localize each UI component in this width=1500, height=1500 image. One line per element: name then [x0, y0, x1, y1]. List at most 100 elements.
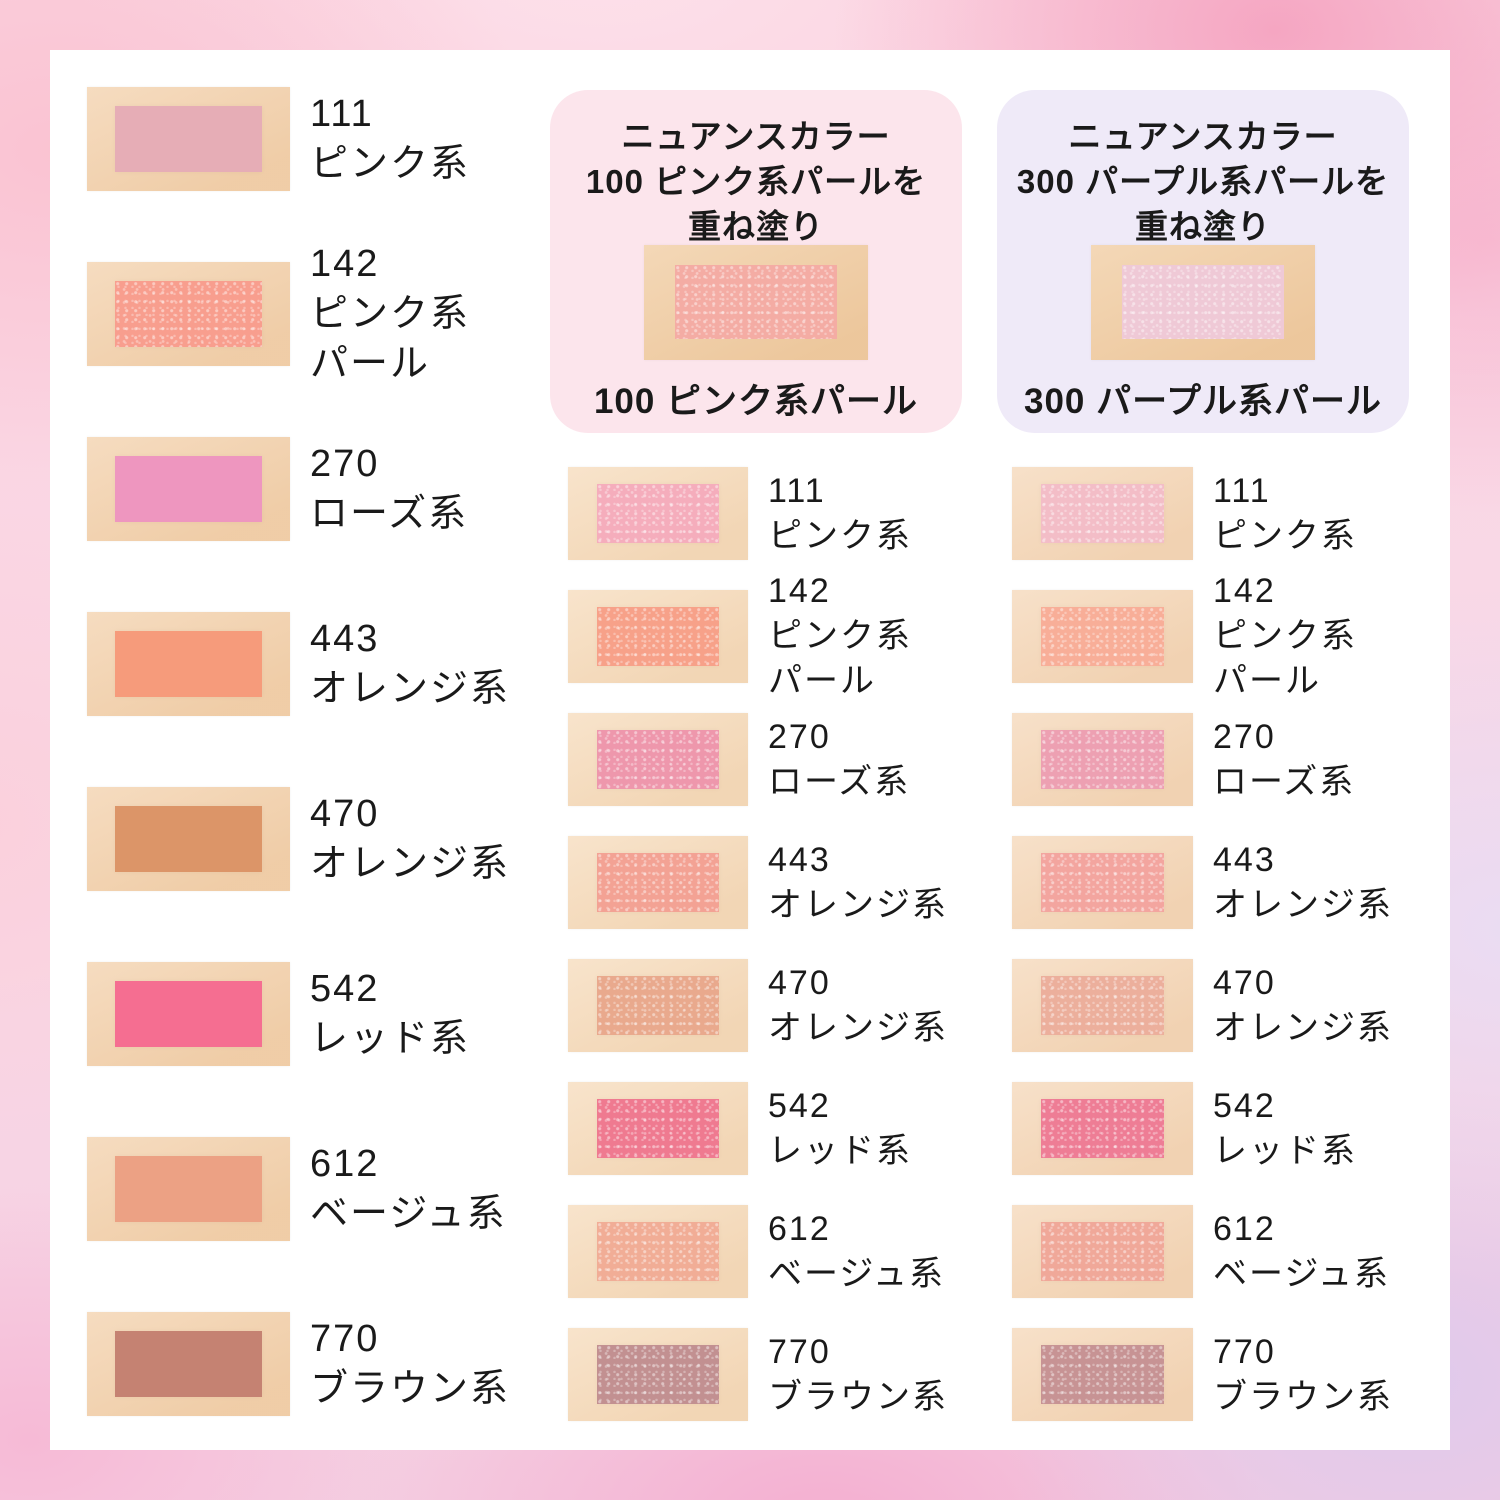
shade-label: 111 ピンク系 [768, 467, 912, 560]
shade-number: 443 [310, 618, 380, 660]
shade-number: 270 [768, 717, 831, 756]
shade-number: 770 [310, 1318, 380, 1360]
skin-tile [568, 713, 748, 806]
shade-swatch [1040, 483, 1165, 544]
shade-name: オレンジ系 [310, 668, 511, 710]
shade-row: 612 ベージュ系 [87, 1137, 510, 1241]
shade-swatch [1040, 975, 1165, 1036]
shade-row: 770 ブラウン系 [87, 1312, 510, 1416]
shade-number: 770 [1213, 1332, 1276, 1371]
shade-label: 270 ローズ系 [1213, 713, 1355, 806]
skin-tile [568, 1205, 748, 1298]
card-caption: 100 ピンク系パール [593, 382, 919, 421]
shade-number: 270 [310, 443, 380, 485]
shade-label: 770 ブラウン系 [768, 1328, 948, 1421]
shade-name: ブラウン系 [310, 1368, 511, 1410]
shade-swatch [596, 1344, 720, 1405]
shade-swatch [1040, 1098, 1165, 1159]
skin-tile [568, 836, 748, 929]
shade-number: 111 [310, 93, 374, 135]
shade-name: ピンク系 [768, 516, 912, 555]
shade-label: 770 ブラウン系 [1213, 1328, 1393, 1421]
shade-name: ベージュ系 [768, 1254, 945, 1293]
card-title: ニュアンスカラー 300 パープル系パールを 重ね塗り [997, 114, 1409, 249]
shade-swatch [115, 105, 262, 173]
skin-tile [1012, 959, 1193, 1052]
shade-label: 770 ブラウン系 [310, 1312, 510, 1416]
shade-number: 142 [310, 243, 380, 285]
skin-tile [1012, 1328, 1193, 1421]
shade-label: 612 ベージュ系 [768, 1205, 945, 1298]
shade-number: 142 [1213, 572, 1276, 610]
card-title-line: ニュアンスカラー [621, 118, 891, 155]
shade-label: 142 ピンク系 パール [768, 572, 912, 700]
shade-swatch [596, 606, 720, 667]
shade-row: 542 レッド系 [568, 1082, 948, 1175]
shade-row: 443 オレンジ系 [87, 612, 510, 716]
shade-name: オレンジ系 [1213, 1008, 1393, 1047]
shade-number: 612 [310, 1143, 380, 1185]
shade-number: 270 [1213, 717, 1276, 756]
card-skin-tile [1091, 245, 1315, 360]
shade-row: 111 ピンク系 [87, 87, 510, 191]
shade-swatch [1040, 1344, 1165, 1405]
shade-name: ベージュ系 [1213, 1254, 1390, 1293]
shade-swatch [115, 980, 262, 1048]
shade-name: パール [1213, 662, 1321, 700]
shade-swatch [1040, 729, 1165, 790]
shade-number: 111 [768, 471, 826, 510]
card-title-line: 重ね塗り [688, 208, 824, 245]
shade-name: オレンジ系 [310, 843, 511, 885]
skin-tile [87, 612, 290, 716]
shade-number: 142 [768, 572, 831, 610]
shade-name: レッド系 [1213, 1131, 1357, 1170]
shade-label: 542 レッド系 [310, 962, 470, 1066]
shade-label: 142 ピンク系 パール [310, 243, 471, 385]
shade-number: 470 [768, 963, 831, 1002]
shade-name: ピンク系 [310, 293, 471, 335]
shade-row: 270 ローズ系 [87, 437, 510, 541]
shade-swatch [115, 455, 262, 523]
skin-tile [568, 590, 748, 683]
shade-name: ブラウン系 [768, 1377, 948, 1416]
shade-label: 470 オレンジ系 [1213, 959, 1393, 1052]
shade-number: 612 [768, 1209, 831, 1248]
shade-swatch [1040, 1221, 1165, 1282]
shade-label: 111 ピンク系 [310, 87, 470, 191]
shade-row: 443 オレンジ系 [568, 836, 948, 929]
skin-tile [87, 962, 290, 1066]
shade-label: 470 オレンジ系 [310, 787, 510, 891]
shade-name: パール [768, 662, 876, 700]
shade-label: 542 レッド系 [768, 1082, 912, 1175]
shade-name: ローズ系 [1213, 762, 1356, 801]
shade-number: 770 [768, 1332, 831, 1371]
card-pearl-swatch [1122, 264, 1284, 340]
shade-name: ピンク系 [1213, 617, 1357, 655]
shade-row: 470 オレンジ系 [1012, 959, 1393, 1052]
shade-row: 111 ピンク系 [1012, 467, 1393, 560]
shade-name: オレンジ系 [768, 885, 948, 924]
shade-row: 770 ブラウン系 [568, 1328, 948, 1421]
card-skin-tile [644, 245, 868, 360]
shade-row: 770 ブラウン系 [1012, 1328, 1393, 1421]
shade-number: 470 [310, 793, 380, 835]
shade-label: 542 レッド系 [1213, 1082, 1357, 1175]
shade-swatch [1040, 606, 1165, 667]
shade-number: 542 [768, 1086, 831, 1125]
shade-swatch [596, 852, 720, 913]
column-original-swatches: 111 ピンク系 142 ピンク系 パール 270 ローズ系 443 オレンジ系 470 オ… [87, 87, 510, 1416]
card-title-line: 300 パープル系パールを [1016, 163, 1390, 200]
card-300-purple-pearl: ニュアンスカラー 300 パープル系パールを 重ね塗り 300 パープル系パール [997, 90, 1409, 433]
shade-label: 612 ベージュ系 [310, 1137, 507, 1241]
shade-name: ブラウン系 [1213, 1377, 1393, 1416]
shade-swatch [115, 1155, 262, 1223]
skin-tile [1012, 836, 1193, 929]
shade-name: ピンク系 [310, 143, 471, 185]
card-caption: 300 パープル系パール [1023, 382, 1383, 421]
shade-swatch [115, 1330, 262, 1398]
shade-row: 142 ピンク系パール [1012, 572, 1393, 700]
shade-label: 443 オレンジ系 [1213, 836, 1393, 929]
skin-tile [1012, 1205, 1193, 1298]
shade-row: 470 オレンジ系 [87, 787, 510, 891]
